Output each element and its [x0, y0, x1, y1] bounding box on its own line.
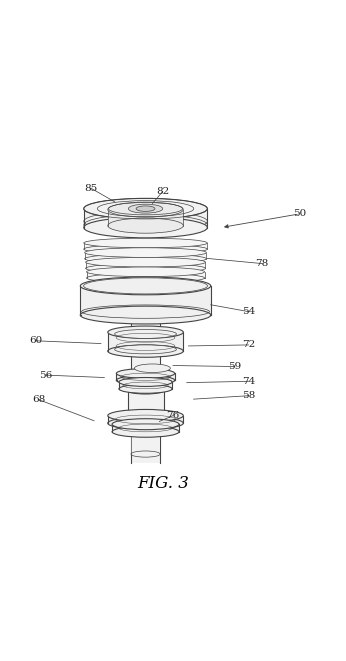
Bar: [85, 262, 206, 268]
Bar: [108, 210, 183, 225]
Ellipse shape: [108, 417, 183, 430]
Ellipse shape: [128, 387, 164, 394]
Ellipse shape: [131, 429, 160, 435]
Bar: [84, 243, 207, 249]
Text: 60: 60: [29, 336, 42, 345]
Bar: [85, 253, 207, 258]
Text: 76: 76: [166, 411, 180, 420]
Ellipse shape: [80, 306, 211, 324]
Text: 50: 50: [293, 210, 307, 218]
Ellipse shape: [119, 377, 172, 387]
Ellipse shape: [85, 257, 206, 267]
Text: 78: 78: [256, 259, 269, 268]
Bar: [112, 424, 179, 432]
Bar: [108, 332, 183, 351]
Ellipse shape: [84, 217, 207, 238]
Bar: [86, 272, 204, 278]
Text: 54: 54: [242, 307, 255, 316]
Text: 58: 58: [242, 391, 255, 400]
Text: 85: 85: [84, 184, 97, 192]
Bar: [80, 286, 211, 315]
Ellipse shape: [128, 413, 164, 420]
Ellipse shape: [135, 364, 170, 373]
Ellipse shape: [115, 329, 176, 338]
Ellipse shape: [115, 345, 176, 354]
Ellipse shape: [80, 277, 211, 295]
Bar: [116, 373, 175, 380]
Ellipse shape: [85, 264, 206, 273]
Bar: [119, 382, 172, 389]
Ellipse shape: [119, 385, 172, 393]
Text: 72: 72: [242, 340, 255, 350]
Text: 82: 82: [156, 187, 169, 196]
Ellipse shape: [108, 202, 183, 217]
Ellipse shape: [85, 248, 207, 257]
Ellipse shape: [85, 254, 207, 264]
Text: 56: 56: [39, 371, 53, 379]
Ellipse shape: [108, 326, 183, 338]
Ellipse shape: [116, 375, 175, 385]
Ellipse shape: [136, 206, 155, 212]
Ellipse shape: [131, 451, 160, 457]
Ellipse shape: [112, 426, 179, 437]
Ellipse shape: [84, 238, 207, 248]
Text: 59: 59: [228, 362, 242, 371]
Bar: [84, 209, 207, 227]
Ellipse shape: [84, 245, 207, 254]
Text: 74: 74: [242, 377, 255, 386]
Ellipse shape: [108, 218, 183, 233]
Ellipse shape: [112, 418, 179, 430]
Ellipse shape: [128, 204, 163, 213]
Ellipse shape: [108, 345, 183, 358]
Bar: [128, 391, 164, 416]
Bar: [108, 416, 183, 423]
Ellipse shape: [108, 409, 183, 422]
Ellipse shape: [86, 267, 204, 276]
Ellipse shape: [86, 273, 204, 283]
Text: FIG. 3: FIG. 3: [137, 475, 189, 492]
Text: 68: 68: [33, 395, 46, 405]
Bar: [131, 432, 160, 454]
Ellipse shape: [84, 198, 207, 219]
Ellipse shape: [116, 369, 175, 378]
Bar: [131, 315, 160, 463]
